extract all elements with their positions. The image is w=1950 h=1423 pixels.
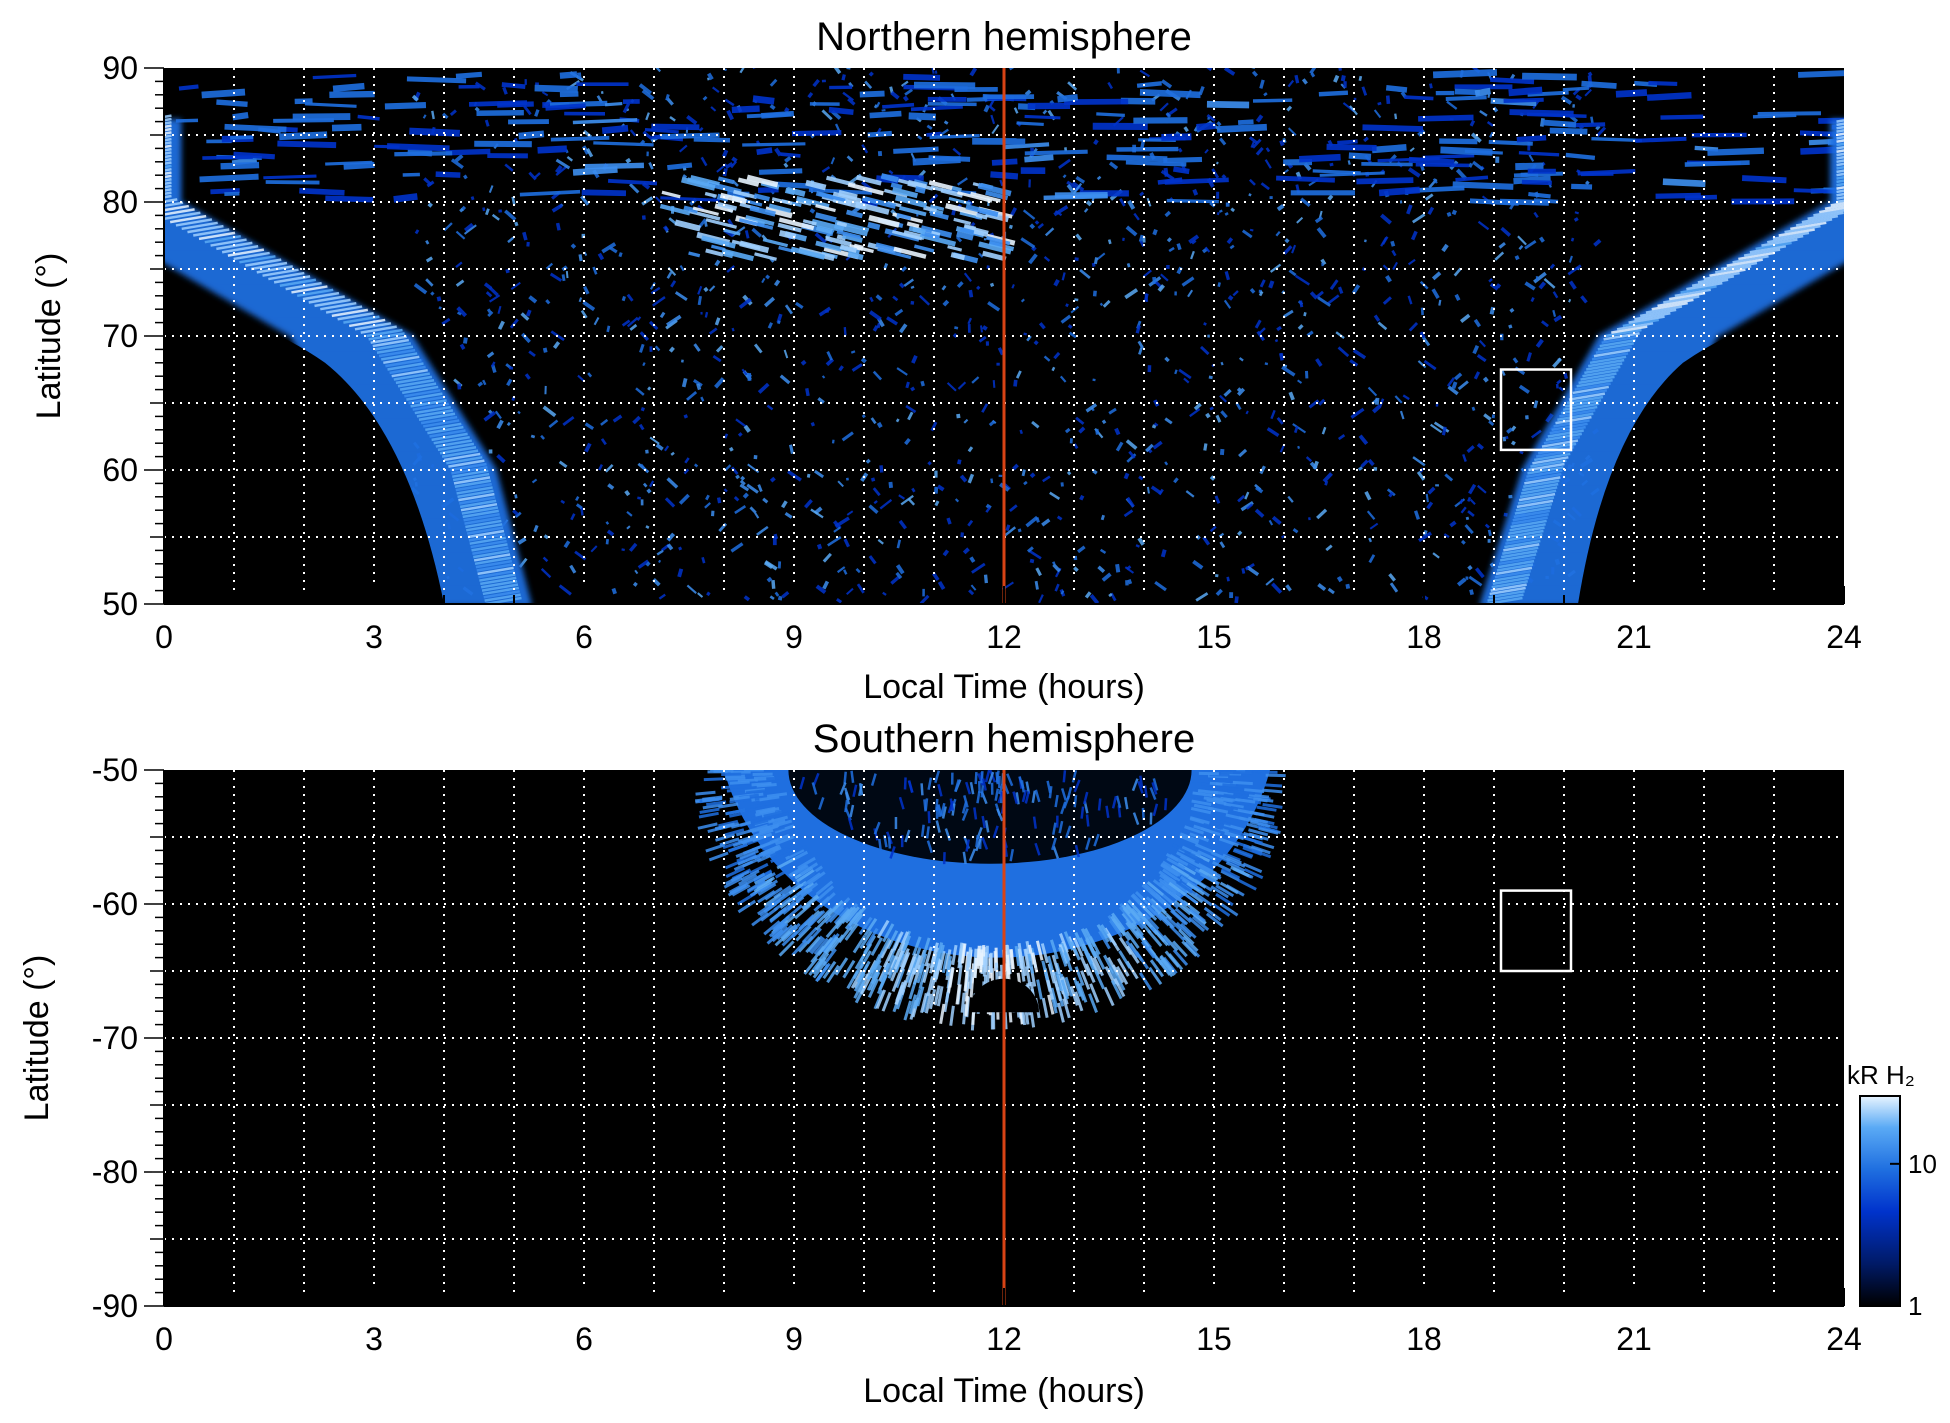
southern-hemisphere-panel: Southern hemisphere 0 3 6 9 12 15 18 21 24 -90 -80…: [18, 717, 1862, 1410]
highlight-box: [1499, 368, 1573, 452]
y-tick-label: 60: [102, 452, 138, 488]
south-inner-region: [788, 770, 1192, 865]
colorbar-gradient: [1859, 1095, 1901, 1307]
y-tick-label: -70: [92, 1020, 138, 1056]
north-dayside-spot: [659, 173, 1016, 264]
x-tick-label: 21: [1616, 619, 1652, 655]
x-tick-label: 12: [986, 619, 1022, 655]
x-tick-label: 0: [155, 619, 173, 655]
colorbar-tick-label: 1: [1908, 1291, 1922, 1321]
x-tick-label: 15: [1196, 1321, 1232, 1357]
y-tick-label: -80: [92, 1154, 138, 1190]
y-tick-label: 50: [102, 586, 138, 622]
north-ylabel: Latitude (°): [30, 253, 68, 420]
y-tick-label: 90: [102, 50, 138, 86]
north-speckle-noise: [411, 68, 1607, 604]
y-tick-label: -50: [92, 752, 138, 788]
north-no-data-regions: [164, 309, 1844, 604]
x-tick-label: 18: [1406, 1321, 1442, 1357]
x-tick-label: 0: [155, 1321, 173, 1357]
north-xlabel: Local Time (hours): [863, 668, 1145, 706]
x-tick-label: 3: [365, 619, 383, 655]
y-tick-label: 70: [102, 318, 138, 354]
south-oval-arc: [694, 770, 1286, 1031]
north-title: Northern hemisphere: [816, 15, 1192, 59]
x-tick-label: 3: [365, 1321, 383, 1357]
south-title: Southern hemisphere: [813, 717, 1195, 761]
x-tick-label: 18: [1406, 619, 1442, 655]
x-tick-label: 9: [785, 619, 803, 655]
colorbar-unit: kR H₂: [1847, 1060, 1915, 1090]
y-tick-label: -60: [92, 886, 138, 922]
south-ylabel: Latitude (°): [18, 955, 56, 1122]
x-tick-label: 12: [986, 1321, 1022, 1357]
y-tick-label: -90: [92, 1288, 138, 1324]
y-tick-label: 80: [102, 184, 138, 220]
x-tick-label: 6: [575, 619, 593, 655]
x-tick-label: 24: [1826, 1321, 1862, 1357]
x-tick-label: 6: [575, 1321, 593, 1357]
x-tick-label: 21: [1616, 1321, 1652, 1357]
highlight-box: [1499, 889, 1573, 973]
x-tick-label: 15: [1196, 619, 1232, 655]
x-tick-label: 24: [1826, 619, 1862, 655]
northern-hemisphere-panel: Northern hemisphere 0 3 6 9 12 15 18 21 24 50 60 70…: [30, 15, 1862, 706]
colorbar-tick-label: 10: [1908, 1149, 1937, 1179]
south-xlabel: Local Time (hours): [863, 1372, 1145, 1410]
colorbar: kR H₂ 1 10: [1847, 1060, 1937, 1321]
x-tick-label: 9: [785, 1321, 803, 1357]
